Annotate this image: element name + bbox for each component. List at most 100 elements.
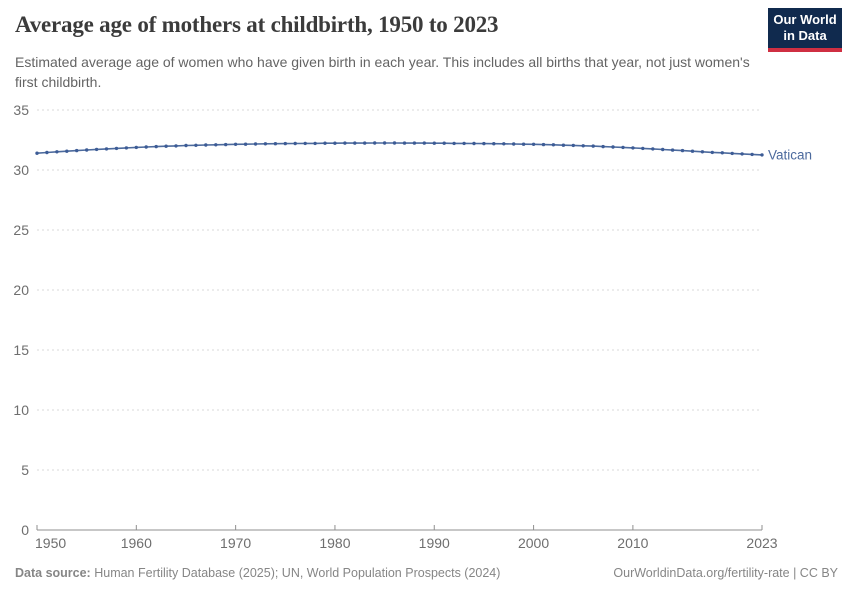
data-point: [134, 145, 138, 150]
data-point: [631, 146, 635, 150]
x-axis-label: 1980: [319, 535, 350, 551]
data-point: [333, 141, 337, 145]
x-axis-label: 2000: [518, 535, 549, 551]
y-axis-label: 35: [13, 102, 29, 118]
x-axis-label: 1970: [220, 535, 251, 551]
x-axis-label: 1960: [121, 535, 152, 551]
data-point: [521, 142, 526, 146]
data-point: [392, 141, 397, 145]
data-point: [214, 143, 218, 147]
data-point: [184, 143, 188, 148]
data-point: [502, 142, 506, 146]
chart-subtitle: Estimated average age of women who have …: [15, 54, 750, 91]
data-point: [492, 142, 496, 146]
data-point: [472, 141, 476, 146]
data-point: [75, 148, 79, 153]
data-point: [541, 142, 546, 147]
data-point: [164, 144, 168, 148]
data-point: [740, 152, 744, 156]
owid-logo: Our World in Data: [768, 8, 842, 52]
data-point: [690, 149, 695, 153]
logo-line-2: in Data: [783, 28, 827, 43]
x-axis-label: 2023: [746, 535, 777, 551]
data-point: [233, 142, 238, 146]
data-point: [343, 141, 347, 145]
data-point: [104, 147, 109, 151]
data-point: [760, 153, 764, 157]
data-point: [432, 141, 436, 145]
data-point: [581, 144, 585, 148]
data-point: [382, 141, 387, 145]
data-point: [402, 141, 407, 145]
data-point: [273, 142, 278, 146]
data-point: [720, 151, 724, 155]
data-point: [680, 148, 685, 153]
data-point: [194, 143, 198, 147]
data-point: [373, 141, 377, 145]
data-point: [641, 146, 645, 151]
data-point: [243, 142, 248, 146]
data-point: [750, 152, 754, 157]
data-point: [363, 141, 367, 145]
data-point: [611, 145, 615, 149]
data-point: [65, 149, 69, 153]
data-point: [55, 150, 59, 154]
y-axis-label: 25: [13, 222, 29, 238]
data-point: [35, 151, 39, 155]
x-axis-label: 1950: [35, 535, 66, 551]
data-point: [174, 144, 178, 148]
y-axis-label: 15: [13, 342, 29, 358]
data-point: [263, 142, 268, 146]
data-point: [601, 144, 605, 149]
data-source-value: Human Fertility Database (2025); UN, Wor…: [94, 566, 501, 580]
data-point: [591, 144, 595, 148]
y-axis-label: 10: [13, 402, 29, 418]
data-point: [85, 148, 89, 152]
data-point: [154, 144, 158, 149]
data-point: [204, 143, 208, 147]
data-point: [293, 141, 297, 146]
data-source-label: Data source:: [15, 566, 91, 580]
chart-footer: Data source: Human Fertility Database (2…: [15, 566, 838, 580]
y-axis-label: 5: [21, 462, 29, 478]
data-point: [482, 141, 486, 146]
license-link[interactable]: OurWorldinData.org/fertility-rate | CC B…: [613, 566, 838, 580]
data-point: [283, 141, 287, 146]
series-label-vatican[interactable]: Vatican: [768, 147, 812, 162]
data-point: [313, 141, 317, 146]
data-point: [114, 146, 119, 151]
x-axis-label: 2010: [617, 535, 648, 551]
data-point: [621, 145, 625, 150]
data-point: [224, 142, 228, 147]
y-axis-label: 30: [13, 162, 29, 178]
data-point: [353, 141, 357, 145]
y-axis-label: 20: [13, 282, 29, 298]
data-point: [412, 141, 417, 145]
data-point: [253, 142, 258, 146]
data-point: [661, 147, 665, 152]
data-point: [670, 148, 675, 152]
data-point: [442, 141, 446, 145]
data-point: [303, 141, 307, 146]
data-point: [323, 141, 327, 145]
data-source: Data source: Human Fertility Database (2…: [15, 566, 500, 580]
data-point: [730, 151, 734, 156]
data-point: [144, 145, 148, 149]
data-point: [651, 147, 655, 151]
data-point: [462, 141, 466, 146]
y-axis-label: 0: [21, 522, 29, 538]
data-point: [45, 150, 49, 155]
data-point: [531, 142, 536, 146]
data-point: [512, 142, 516, 146]
data-point: [94, 147, 99, 152]
data-point: [422, 141, 426, 145]
data-point: [710, 150, 714, 155]
data-point: [561, 143, 566, 147]
data-point: [700, 150, 705, 154]
page-title: Average age of mothers at childbirth, 19…: [15, 12, 499, 37]
x-axis-label: 1990: [419, 535, 450, 551]
data-point: [124, 146, 129, 150]
logo-line-1: Our World: [773, 11, 837, 27]
data-point: [571, 143, 575, 148]
data-point: [452, 141, 456, 146]
